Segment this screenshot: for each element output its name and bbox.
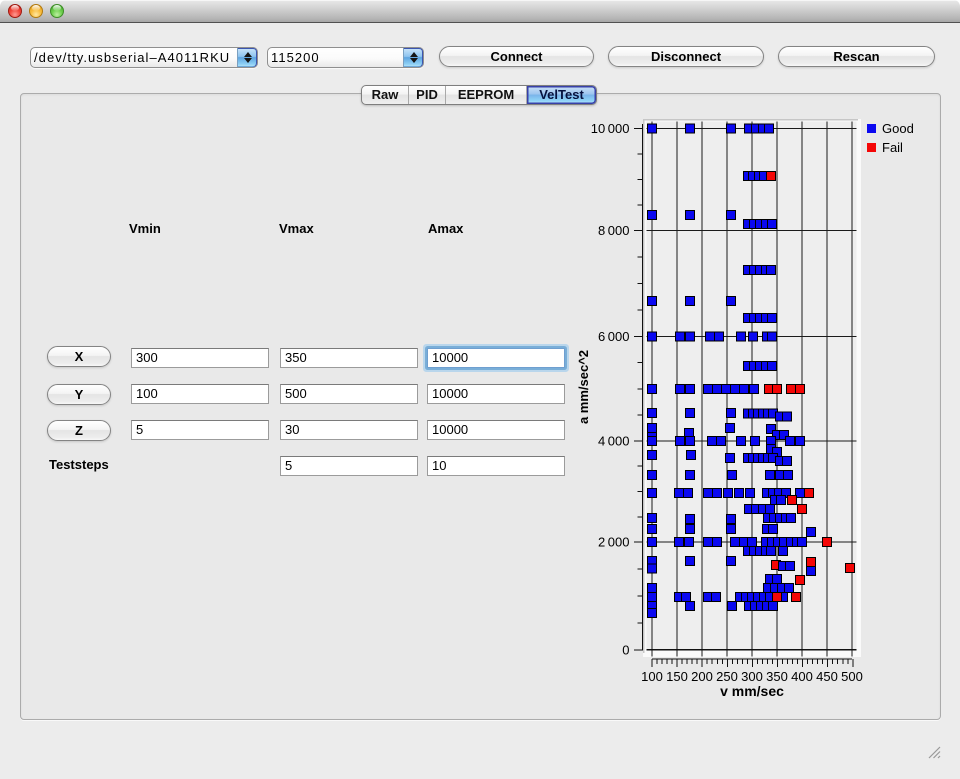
svg-text:400: 400 (791, 669, 813, 684)
svg-text:v mm/sec: v mm/sec (720, 683, 784, 699)
svg-text:4 000: 4 000 (598, 434, 630, 449)
svg-text:350: 350 (766, 669, 788, 684)
svg-text:10 000: 10 000 (591, 121, 630, 136)
svg-text:2 000: 2 000 (598, 535, 630, 550)
svg-text:300: 300 (741, 669, 763, 684)
svg-text:6 000: 6 000 (598, 329, 630, 344)
svg-text:450: 450 (816, 669, 838, 684)
svg-text:Good: Good (882, 121, 914, 136)
svg-text:8 000: 8 000 (598, 223, 630, 238)
svg-text:250: 250 (716, 669, 738, 684)
svg-text:500: 500 (841, 669, 863, 684)
svg-text:200: 200 (691, 669, 713, 684)
svg-text:Fail: Fail (882, 140, 903, 155)
svg-text:100: 100 (641, 669, 663, 684)
svg-text:150: 150 (666, 669, 688, 684)
svg-text:0: 0 (622, 643, 629, 658)
